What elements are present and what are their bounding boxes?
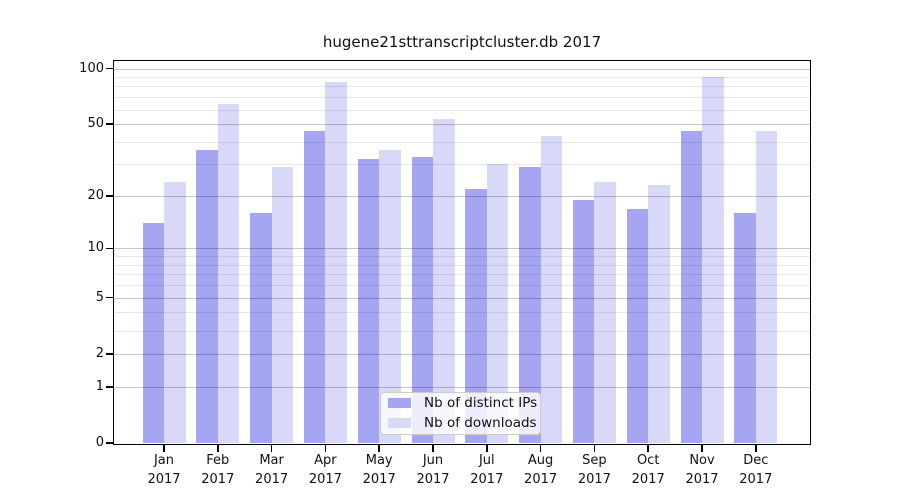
x-tick-label-jul: Jul 2017 <box>470 453 504 487</box>
y-tick-label: 50 <box>87 116 104 132</box>
bar-oct-distinct-ips <box>626 208 649 443</box>
bar-oct-downloads <box>648 185 670 443</box>
y-tick-label: 5 <box>95 289 104 305</box>
y-tick <box>105 296 113 299</box>
y-tick-label: 20 <box>87 188 104 203</box>
x-tick-may <box>378 444 380 452</box>
x-tick-label-apr: Apr 2017 <box>308 453 342 487</box>
y-tick-label: 0 <box>95 435 104 450</box>
legend-label-downloads: Nb of downloads <box>424 415 537 431</box>
x-tick-jul <box>486 444 488 452</box>
x-tick-label-jan: Jan 2017 <box>147 453 181 487</box>
legend-swatch-distinct-ips <box>388 398 411 408</box>
bar-apr-distinct-ips <box>303 130 326 443</box>
legend: Nb of distinct IPs Nb of downloads <box>380 391 541 435</box>
x-tick-label-nov: Nov 2017 <box>685 453 719 487</box>
legend-item-distinct-ips: Nb of distinct IPs <box>381 395 540 411</box>
x-tick-label-aug: Aug 2017 <box>524 453 558 487</box>
bar-dec-downloads <box>755 130 778 443</box>
x-tick-feb <box>217 444 219 452</box>
bar-jul-distinct-ips <box>465 188 487 443</box>
bar-nov-downloads <box>702 77 724 443</box>
bar-aug-downloads <box>540 136 563 443</box>
x-tick-nov <box>701 444 703 452</box>
y-tick-label: 100 <box>79 60 104 76</box>
x-tick-sep <box>593 444 596 452</box>
y-tick <box>105 353 113 355</box>
x-tick-jan <box>163 444 165 452</box>
bar-jun-distinct-ips <box>411 156 433 443</box>
bar-feb-distinct-ips <box>196 150 218 443</box>
bar-feb-downloads <box>217 104 240 443</box>
y-tick <box>105 195 113 197</box>
y-tick <box>105 123 113 125</box>
y-tick-label: 2 <box>95 345 104 361</box>
bar-mar-downloads <box>271 167 294 443</box>
bar-jul-downloads <box>486 164 509 443</box>
chart-title: hugene21sttranscriptcluster.db 2017 <box>322 33 602 51</box>
legend-label-distinct-ips: Nb of distinct IPs <box>424 395 538 411</box>
bar-sep-distinct-ips <box>572 199 595 443</box>
x-tick-label-jun: Jun 2017 <box>416 453 450 487</box>
y-tick <box>105 67 113 70</box>
x-tick-oct <box>647 444 649 452</box>
bar-jun-downloads <box>433 119 455 443</box>
bar-aug-distinct-ips <box>519 167 541 443</box>
bar-mar-distinct-ips <box>250 213 272 443</box>
grid-major-line <box>114 68 810 70</box>
bar-jan-downloads <box>164 181 186 443</box>
bar-sep-downloads <box>594 181 616 443</box>
bar-apr-downloads <box>325 81 347 443</box>
bar-jan-distinct-ips <box>142 223 164 443</box>
bar-may-distinct-ips <box>357 159 380 443</box>
x-tick-apr <box>324 444 327 452</box>
bar-nov-distinct-ips <box>680 130 702 443</box>
y-tick-label: 1 <box>95 378 104 394</box>
bar-dec-distinct-ips <box>734 213 756 443</box>
y-tick-label: 10 <box>87 240 104 256</box>
x-tick-label-sep: Sep 2017 <box>577 453 611 487</box>
x-tick-aug <box>539 444 542 452</box>
y-tick <box>105 385 113 388</box>
legend-item-downloads: Nb of downloads <box>381 415 540 431</box>
x-tick-label-oct: Oct 2017 <box>631 453 665 487</box>
plot-area: Nb of distinct IPs Nb of downloads Jan 2… <box>79 59 811 487</box>
bar-may-downloads <box>379 150 401 443</box>
y-tick <box>105 247 113 250</box>
x-tick-dec <box>755 444 757 452</box>
legend-swatch-downloads <box>388 418 411 428</box>
x-tick-label-feb: Feb 2017 <box>201 453 235 487</box>
x-tick-label-mar: Mar 2017 <box>255 453 289 487</box>
x-tick-jun <box>432 444 434 452</box>
x-tick-label-may: May 2017 <box>362 453 396 487</box>
x-tick-label-dec: Dec 2017 <box>739 453 773 487</box>
x-tick-mar <box>270 444 273 452</box>
y-tick <box>105 442 113 444</box>
